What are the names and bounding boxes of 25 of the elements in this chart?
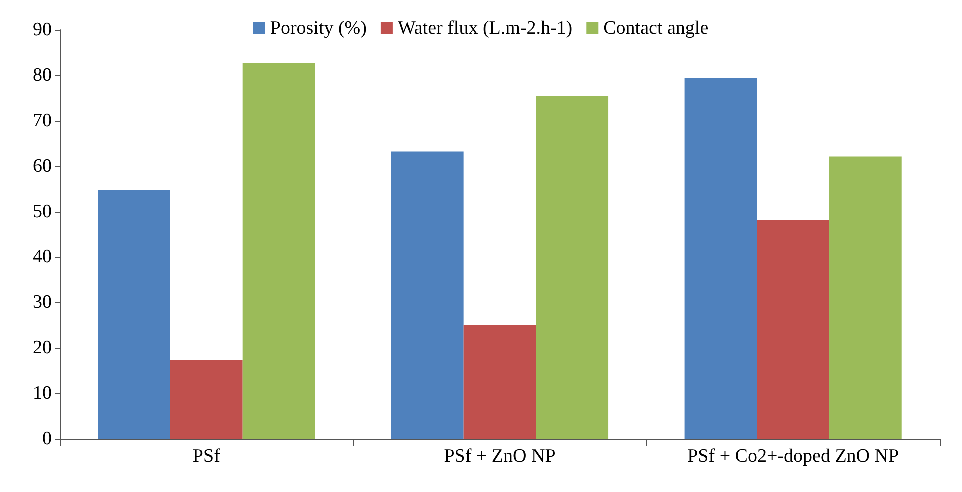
y-tick-label: 80 [33, 64, 52, 86]
y-tick-label: 0 [42, 428, 52, 450]
x-tick-label: PSf + ZnO NP [444, 446, 556, 467]
bar [536, 96, 609, 439]
y-tick-label: 10 [33, 383, 52, 404]
y-tick-label: 20 [33, 338, 52, 359]
legend-label: Contact angle [604, 18, 709, 39]
y-tick-label: 90 [33, 20, 52, 40]
bar [684, 78, 758, 439]
x-tick-label: PSf [192, 446, 222, 467]
bar [391, 152, 464, 439]
bar [830, 156, 902, 439]
y-tick-label: 50 [33, 201, 52, 222]
legend-label: Water flux (L.m-2.h-1) [398, 18, 573, 39]
bar [98, 190, 170, 439]
y-tick-label: 30 [33, 292, 52, 314]
y-tick-label: 60 [33, 156, 52, 177]
y-tick-label: 70 [33, 110, 52, 132]
legend-label: Porosity (%) [270, 18, 367, 39]
bar [757, 220, 830, 439]
y-tick-label: 40 [33, 246, 52, 268]
bar [170, 360, 243, 439]
bar [242, 63, 316, 439]
bar [464, 325, 536, 439]
x-tick-label: PSf + Co2+-doped ZnO NP [688, 446, 900, 467]
